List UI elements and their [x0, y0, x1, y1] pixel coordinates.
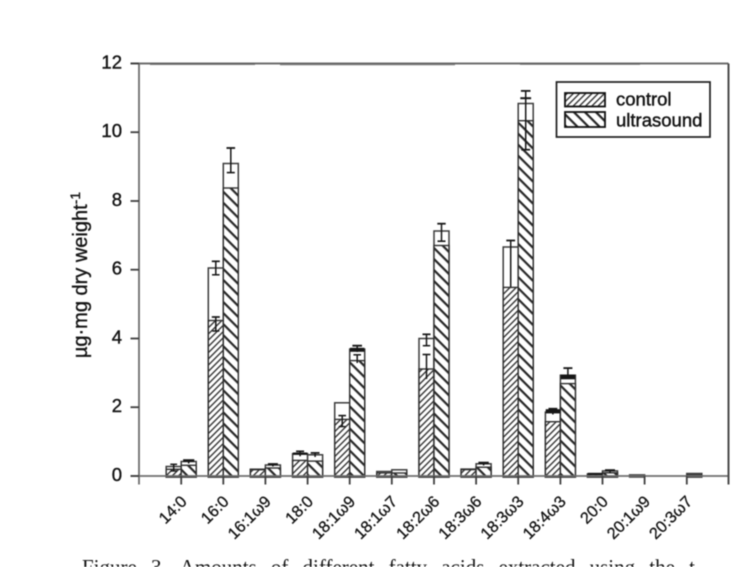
svg-text:ultrasound: ultrasound — [616, 110, 702, 131]
svg-text:10: 10 — [101, 120, 122, 141]
svg-text:0: 0 — [112, 464, 122, 485]
svg-text:4: 4 — [112, 326, 122, 347]
svg-text:2: 2 — [112, 395, 122, 416]
svg-text:6: 6 — [112, 258, 122, 279]
svg-text:12: 12 — [101, 51, 122, 72]
svg-text:control: control — [616, 89, 672, 110]
svg-text:µg·mg dry weight-1: µg·mg dry weight-1 — [67, 192, 92, 358]
svg-text:Figure 3. Amounts of different: Figure 3. Amounts of different fatty aci… — [82, 555, 695, 567]
svg-text:8: 8 — [112, 189, 122, 210]
